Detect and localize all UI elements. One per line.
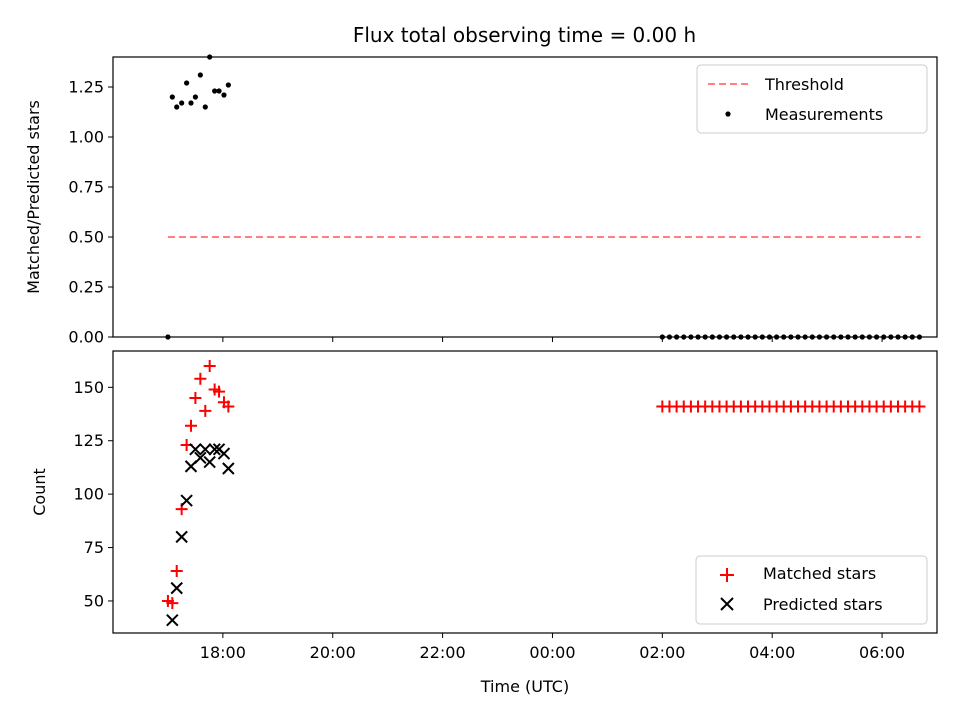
legend-matched-swatch (720, 568, 734, 582)
measurement-point (212, 88, 218, 94)
predicted-star-point (170, 581, 183, 595)
legend-measurements-swatch (725, 111, 731, 117)
y-tick-label: 1.00 (68, 128, 104, 147)
predicted-star-point (180, 494, 193, 507)
y-tick-label: 100 (73, 485, 104, 504)
y-tick-label: 125 (73, 431, 104, 450)
x-tick-label: 04:00 (749, 643, 795, 662)
matched-star-point (222, 400, 235, 413)
measurement-point (169, 94, 175, 100)
y-tick-label: 1.25 (68, 78, 104, 97)
predicted-star-point (189, 443, 202, 456)
matched-star-point (203, 359, 216, 372)
legend-threshold-label: Threshold (764, 75, 844, 94)
matched-star-point (194, 372, 207, 385)
legend-measurements-label: Measurements (765, 105, 883, 124)
y-tick-label: 75 (84, 538, 104, 557)
matched-star-point (213, 385, 226, 398)
measurement-point (188, 100, 194, 106)
bottom-axes-frame (112, 350, 938, 634)
top-y-ticks: 0.00 0.25 0.50 0.75 1.00 1.25 (68, 78, 113, 347)
x-tick-label: 22:00 (420, 643, 466, 662)
top-legend-box (696, 64, 928, 134)
y-tick-label: 50 (84, 591, 104, 610)
matched-star-point (185, 419, 198, 432)
predicted-star-point (166, 613, 179, 627)
top-plot-area (165, 54, 923, 340)
top-panel: Flux total observing time = 0.00 h 0.000… (24, 23, 938, 347)
predicted-star-point (217, 447, 231, 460)
top-axes-frame (112, 56, 938, 338)
matched-star-point (913, 400, 926, 413)
predicted-star-point (203, 455, 216, 469)
predicted-star-point (199, 443, 212, 456)
x-tick-label: 00:00 (529, 643, 575, 662)
x-tick-label: 20:00 (310, 643, 356, 662)
bottom-legend-box (695, 555, 928, 625)
top-legend: Threshold Measurements (696, 64, 928, 134)
bottom-y-ticks: 50 75 100 125 150 (73, 378, 113, 610)
legend-predicted-swatch (720, 597, 734, 611)
bottom-y-axis-label: Count (30, 468, 49, 516)
y-tick-label: 0.25 (68, 278, 104, 297)
measurement-point (179, 100, 185, 106)
measurement-point (197, 72, 203, 78)
y-tick-label: 0.50 (68, 228, 104, 247)
bottom-x-ticks: 18:00 20:00 22:00 00:00 02:00 04:00 06:00 (200, 633, 905, 662)
measurement-point (184, 80, 190, 86)
matched-star-point (170, 565, 183, 578)
predicted-star-point (194, 451, 207, 465)
bottom-panel: 50 75 100 125 150 18:00 20:00 22:00 00:00 02:00 0… (30, 350, 938, 696)
matched-star-point (199, 404, 212, 417)
matched-star-point (166, 597, 179, 610)
bottom-plot-area (161, 359, 926, 627)
x-tick-label: 06:00 (859, 643, 905, 662)
top-y-axis-label: Matched/Predicted stars (24, 100, 43, 294)
measurement-point (174, 104, 180, 110)
measurement-point (221, 92, 227, 98)
measurement-point (202, 104, 208, 110)
y-tick-label: 0.75 (68, 178, 104, 197)
bottom-legend: Matched stars Predicted stars (695, 555, 928, 625)
legend-matched-label: Matched stars (763, 564, 876, 583)
measurement-point (192, 94, 198, 100)
predicted-star-point (208, 443, 221, 456)
y-tick-label: 0.00 (68, 328, 104, 347)
predicted-star-point (222, 462, 235, 475)
chart-title: Flux total observing time = 0.00 h (353, 23, 696, 47)
measurement-point (216, 88, 222, 94)
y-tick-label: 150 (73, 378, 104, 397)
predicted-star-point (175, 530, 188, 544)
x-tick-label: 02:00 (639, 643, 685, 662)
measurement-point (225, 82, 231, 88)
x-axis-label: Time (UTC) (480, 677, 569, 696)
matched-star-point (189, 392, 202, 404)
x-tick-label: 18:00 (200, 643, 246, 662)
legend-predicted-label: Predicted stars (763, 595, 883, 614)
